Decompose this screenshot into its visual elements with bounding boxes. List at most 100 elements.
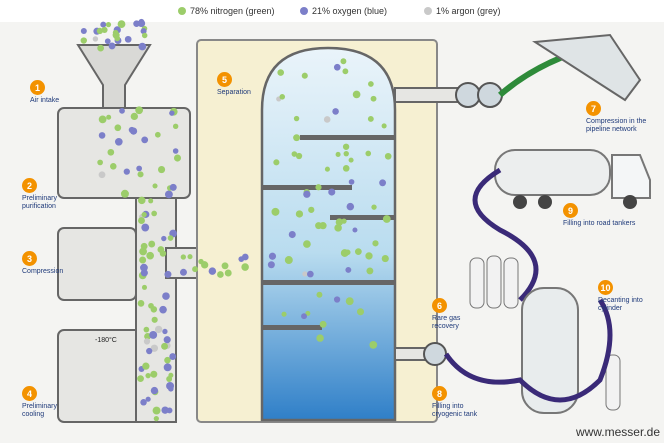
molecule [81, 28, 87, 34]
molecule [325, 167, 330, 172]
molecule [106, 22, 111, 27]
step-label: Filling into cryogenic tank [432, 403, 480, 419]
page: 78% nitrogen (green) 21% oxygen (blue) 1… [0, 0, 664, 443]
molecule [307, 271, 314, 278]
molecule [289, 231, 296, 238]
separation-column [262, 48, 395, 420]
valve [424, 343, 446, 365]
molecule [273, 159, 279, 165]
step-number: 9 [563, 203, 578, 218]
molecule [145, 373, 150, 378]
molecule [161, 236, 166, 241]
molecule [341, 218, 346, 223]
molecule [113, 32, 120, 39]
valve [478, 83, 502, 107]
molecule [149, 331, 157, 339]
molecule [324, 116, 331, 123]
molecule [151, 387, 158, 394]
molecule [285, 256, 293, 264]
molecule [158, 166, 165, 173]
molecule [162, 292, 170, 300]
molecule [343, 144, 349, 150]
molecule [316, 292, 322, 298]
molecule [119, 108, 125, 114]
molecule [140, 399, 147, 406]
molecule [152, 183, 157, 188]
molecule [93, 36, 98, 41]
pipe [395, 88, 460, 102]
molecule [155, 326, 162, 333]
molecule [138, 217, 145, 224]
step-number: 10 [598, 280, 613, 295]
molecule [169, 353, 176, 360]
molecule [109, 42, 116, 49]
molecule [129, 127, 135, 133]
molecule [168, 235, 174, 241]
molecule [345, 267, 351, 273]
molecule [277, 69, 284, 76]
molecule [365, 252, 372, 259]
molecule [170, 184, 177, 191]
molecule [346, 297, 354, 305]
molecule [121, 190, 129, 198]
legend-item: 21% oxygen (blue) [300, 6, 387, 16]
molecule [334, 296, 340, 302]
molecule [131, 113, 138, 120]
legend-label: 78% nitrogen (green) [190, 6, 275, 16]
molecule [347, 203, 355, 211]
molecule [225, 270, 232, 277]
molecule [144, 327, 150, 333]
molecule [366, 267, 373, 274]
molecule [164, 363, 172, 371]
step-label: Decanting into cylinder [598, 297, 654, 313]
molecule [155, 132, 161, 138]
molecule [124, 169, 130, 175]
molecule [144, 338, 150, 344]
molecule [303, 191, 310, 198]
molecule [164, 271, 171, 278]
molecule [238, 256, 244, 262]
wheel [538, 195, 552, 209]
molecule [81, 37, 87, 43]
purification-box [58, 108, 190, 198]
step-label: Separation [217, 89, 267, 97]
molecule [369, 341, 377, 349]
molecule [159, 306, 167, 314]
website: www.messer.de [576, 425, 660, 439]
step-label: Air intake [30, 97, 80, 105]
molecule [105, 38, 111, 44]
molecule [328, 188, 335, 195]
molecule [345, 250, 351, 256]
molecule [368, 116, 374, 122]
molecule [383, 215, 391, 223]
molecule [169, 110, 174, 115]
molecule [101, 27, 107, 33]
molecule [142, 363, 149, 370]
molecule [293, 134, 300, 141]
molecule [137, 171, 143, 177]
molecule [281, 312, 286, 317]
molecule [342, 68, 348, 74]
molecule [344, 151, 349, 156]
step-label: Filling into road tankers [563, 220, 658, 228]
legend-label: 1% argon (grey) [436, 6, 501, 16]
step-number: 1 [30, 80, 45, 95]
molecule [139, 248, 147, 256]
molecule [379, 179, 386, 186]
molecule [181, 254, 186, 259]
molecule [148, 241, 155, 248]
molecule [167, 408, 173, 414]
molecule [336, 152, 341, 157]
molecule [385, 153, 392, 160]
molecule [138, 20, 145, 27]
step-label: Preliminary purification [22, 195, 72, 211]
molecule [164, 336, 171, 343]
legend-dot [424, 7, 432, 15]
molecule [118, 20, 126, 28]
molecule [136, 166, 142, 172]
step-number: 3 [22, 251, 37, 266]
step: 10 Decanting into cylinder [598, 280, 654, 313]
